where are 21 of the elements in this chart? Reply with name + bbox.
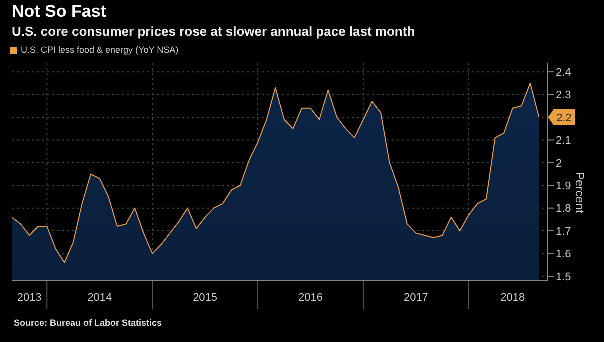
legend-label: U.S. CPI less food & energy (YoY NSA) <box>21 45 179 55</box>
chart-subtitle: U.S. core consumer prices rose at slower annual pace last month <box>12 24 416 39</box>
x-tick-label: 2017 <box>404 292 428 304</box>
x-tick-label: 2014 <box>88 292 112 304</box>
y-axis-title: Percent <box>572 172 587 214</box>
y-tick-label: 2.4 <box>556 66 572 79</box>
source-note: Source: Bureau of Labor Statistics <box>14 318 162 328</box>
y-tick-label: 2.1 <box>556 135 572 148</box>
x-tick-label: 2016 <box>298 292 323 304</box>
y-tick-label: 1.6 <box>556 248 572 261</box>
y-tick-label: 2 <box>556 158 562 170</box>
x-tick-label: 2018 <box>500 292 526 304</box>
y-tick-label: 1.5 <box>556 271 572 284</box>
x-tick-label: 2015 <box>193 292 218 304</box>
x-tick-label: 2013 <box>17 292 42 304</box>
annotation: 2.2 <box>556 112 572 124</box>
chart-title: Not So Fast <box>12 2 106 22</box>
y-tick-label: 1.7 <box>556 226 572 238</box>
y-tick-label: 1.9 <box>556 180 572 193</box>
y-tick-label: 2.3 <box>556 90 572 102</box>
y-tick-label: 1.8 <box>556 203 572 216</box>
